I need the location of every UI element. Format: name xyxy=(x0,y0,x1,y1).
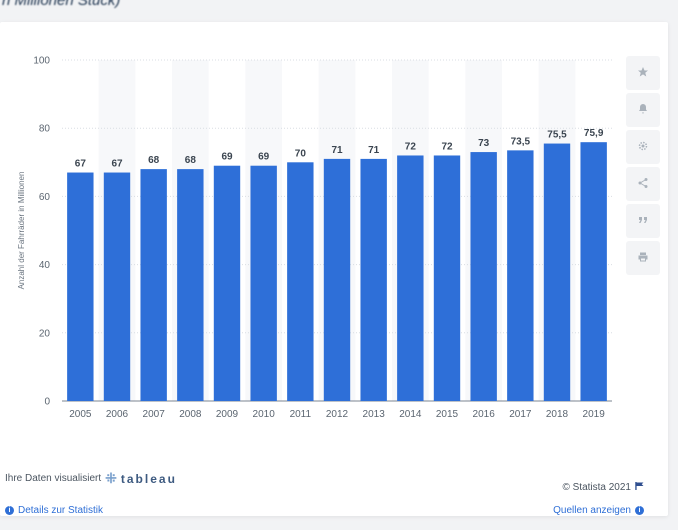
tableau-wordmark: tableau xyxy=(120,471,177,486)
bar xyxy=(103,172,131,401)
info-icon: i xyxy=(635,506,644,515)
x-tick-label: 2017 xyxy=(509,409,532,420)
bar xyxy=(177,169,204,401)
bell-icon xyxy=(637,103,649,118)
bar xyxy=(470,152,497,401)
gear-icon xyxy=(637,140,649,155)
share-button[interactable] xyxy=(626,167,660,201)
x-tick-label: 2012 xyxy=(326,409,349,420)
bar-value-label: 75,9 xyxy=(584,128,604,139)
bar xyxy=(433,155,461,401)
share-icon xyxy=(637,177,649,192)
y-tick-label: 100 xyxy=(33,56,50,67)
sources-link-label: Quellen anzeigen xyxy=(553,505,631,516)
bar xyxy=(580,142,607,401)
bar xyxy=(323,158,351,401)
y-tick-label: 0 xyxy=(44,397,50,408)
y-tick-label: 80 xyxy=(39,124,51,135)
bar-value-label: 73 xyxy=(478,138,490,149)
x-tick-label: 2013 xyxy=(363,409,386,420)
bar xyxy=(287,162,314,401)
copyright: © Statista 2021 xyxy=(562,482,644,493)
bar-value-label: 71 xyxy=(368,145,380,156)
bar xyxy=(213,165,241,401)
quote-icon xyxy=(637,214,649,229)
bar-value-label: 71 xyxy=(331,145,343,156)
details-link[interactable]: i Details zur Statistik xyxy=(5,505,103,516)
bar-value-label: 69 xyxy=(221,152,233,163)
x-tick-label: 2014 xyxy=(399,409,422,420)
y-axis-label: Anzahl der Fahrräder in Millionen xyxy=(17,172,26,290)
bar xyxy=(360,158,387,401)
cite-button[interactable] xyxy=(626,204,660,238)
bar xyxy=(507,150,534,401)
chart-toolbar xyxy=(626,56,662,277)
y-tick-label: 60 xyxy=(39,192,51,203)
y-tick-label: 20 xyxy=(39,328,51,339)
x-tick-label: 2011 xyxy=(290,409,312,420)
bar-value-label: 70 xyxy=(295,148,307,159)
sources-link[interactable]: Quellen anzeigen i xyxy=(553,505,644,516)
bar-value-label: 68 xyxy=(148,155,160,166)
bar-value-label: 67 xyxy=(111,159,123,170)
x-tick-label: 2007 xyxy=(143,409,166,420)
print-icon xyxy=(637,251,649,266)
bar-value-label: 68 xyxy=(185,155,197,166)
tableau-icon: ⁜ xyxy=(105,470,117,486)
bar-value-label: 72 xyxy=(441,141,453,152)
notification-button[interactable] xyxy=(626,93,660,127)
x-tick-label: 2015 xyxy=(436,409,459,420)
flag-icon xyxy=(635,482,644,493)
bar xyxy=(397,155,424,401)
x-tick-label: 2009 xyxy=(216,409,239,420)
copyright-text: © Statista 2021 xyxy=(562,482,631,493)
x-tick-label: 2016 xyxy=(473,409,496,420)
x-tick-label: 2010 xyxy=(253,409,276,420)
x-tick-label: 2005 xyxy=(69,409,92,420)
details-link-label: Details zur Statistik xyxy=(18,505,104,516)
x-tick-label: 2006 xyxy=(106,409,129,420)
print-button[interactable] xyxy=(626,241,660,275)
favorite-button[interactable] xyxy=(626,56,660,90)
bar xyxy=(140,169,167,401)
chart-card: 0 20 40 60 80 100 67 67 68 68 69 69 70 71 71 72 72 73 73,… xyxy=(0,22,668,516)
bar-value-label: 75,5 xyxy=(547,130,567,141)
bar-value-label: 73,5 xyxy=(511,136,531,147)
settings-button[interactable] xyxy=(626,130,660,164)
bar xyxy=(543,143,571,402)
bar-value-label: 67 xyxy=(75,159,87,170)
x-tick-label: 2018 xyxy=(546,409,569,420)
x-tick-label: 2019 xyxy=(583,409,606,420)
bar-chart: 0 20 40 60 80 100 67 67 68 68 69 69 70 71 71 72 72 73 73,… xyxy=(17,56,612,420)
x-tick-label: 2008 xyxy=(179,409,202,420)
chart-title: n Millionen Stück) xyxy=(2,0,121,9)
info-icon: i xyxy=(5,506,14,515)
bar-value-label: 69 xyxy=(258,152,270,163)
star-icon xyxy=(637,66,649,81)
y-tick-label: 40 xyxy=(39,260,51,271)
tableau-logo[interactable]: ⁜ tableau xyxy=(105,470,177,487)
visualized-text: Ihre Daten visualisiert xyxy=(5,473,102,484)
visualized-by: Ihre Daten visualisiert ⁜ tableau xyxy=(5,470,177,487)
bar xyxy=(67,172,94,401)
bar xyxy=(250,165,277,401)
bar-value-label: 72 xyxy=(405,141,417,152)
